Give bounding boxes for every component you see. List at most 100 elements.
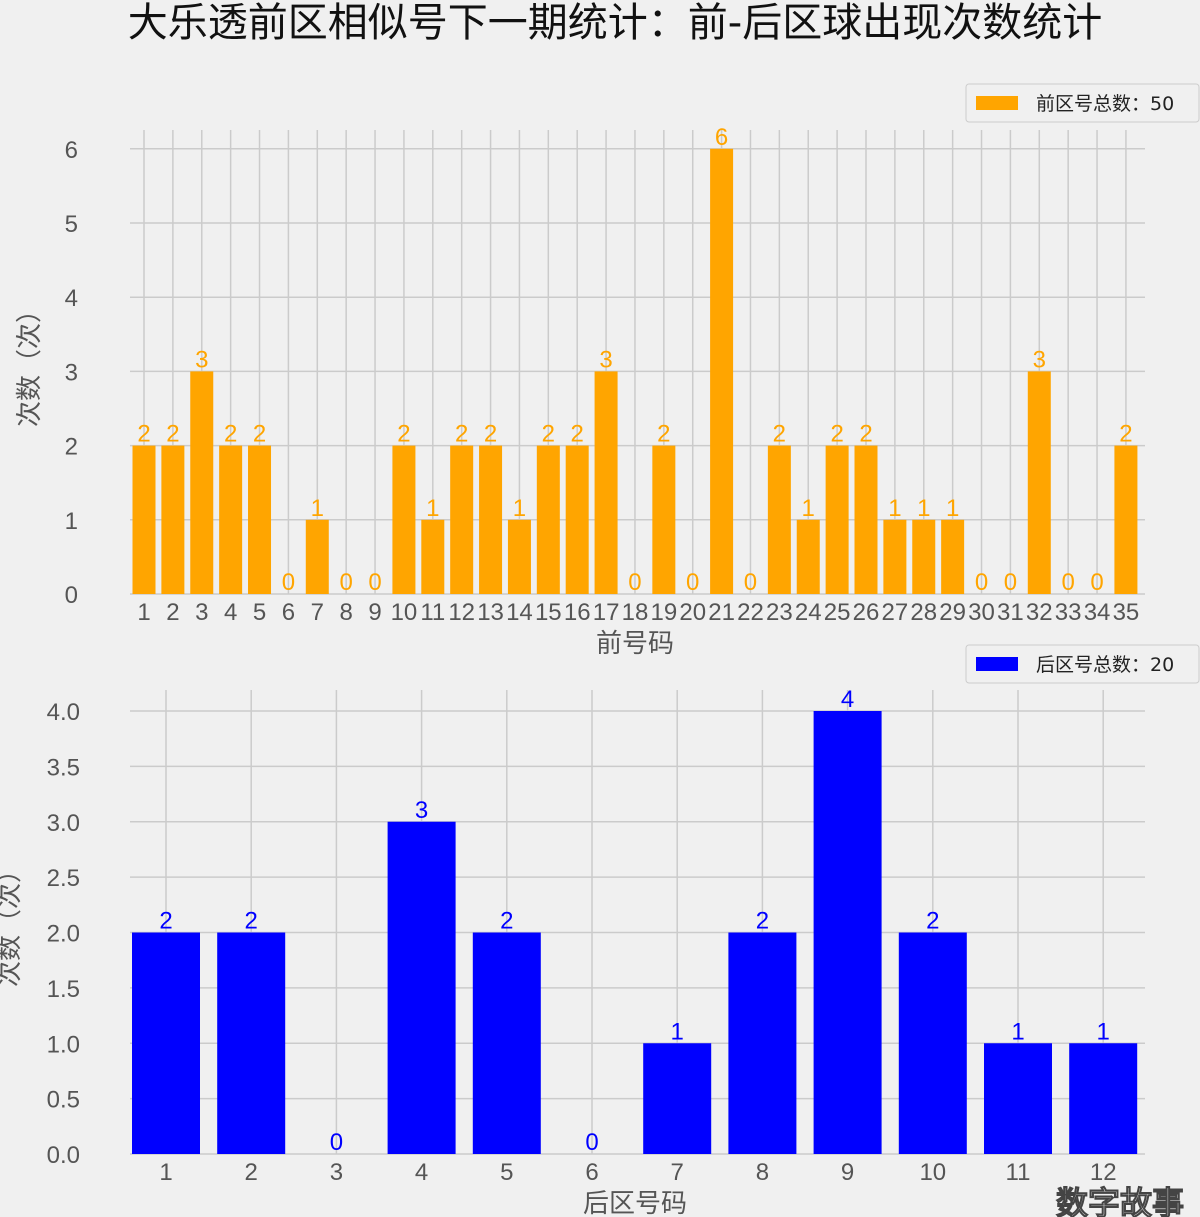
x-tick-label: 5 xyxy=(500,1159,513,1186)
data-label: 1 xyxy=(311,495,324,522)
y-tick-label: 5 xyxy=(65,211,78,238)
x-tick-label: 2 xyxy=(166,599,179,626)
bar xyxy=(728,932,797,1154)
bar xyxy=(984,1043,1052,1154)
data-label: 2 xyxy=(137,421,150,448)
x-tick-label: 5 xyxy=(253,599,266,626)
data-label: 3 xyxy=(415,797,428,824)
data-label: 2 xyxy=(773,421,786,448)
bar xyxy=(796,519,820,594)
y-tick-label: 0 xyxy=(65,582,78,609)
data-label: 1 xyxy=(671,1018,684,1045)
x-tick-label: 29 xyxy=(939,599,966,626)
data-label: 1 xyxy=(917,495,930,522)
bar xyxy=(565,445,589,594)
data-label: 1 xyxy=(946,495,959,522)
data-label: 2 xyxy=(455,421,468,448)
data-label: 0 xyxy=(628,569,641,596)
data-label: 0 xyxy=(368,569,381,596)
bar xyxy=(883,519,907,594)
data-label: 1 xyxy=(888,495,901,522)
y-tick-label: 1 xyxy=(65,508,78,535)
data-label: 0 xyxy=(975,569,988,596)
data-label: 0 xyxy=(1090,569,1103,596)
x-tick-label: 8 xyxy=(756,1159,769,1186)
y-tick-label: 1.0 xyxy=(47,1031,80,1058)
bar xyxy=(825,445,849,594)
bar xyxy=(536,445,560,594)
x-tick-label: 1 xyxy=(159,1159,172,1186)
x-tick-label: 11 xyxy=(420,599,445,626)
y-tick-label: 0.0 xyxy=(47,1142,80,1169)
y-tick-label: 2.0 xyxy=(47,921,80,948)
bar xyxy=(219,445,243,594)
legend: 前区号总数：50 xyxy=(965,83,1200,123)
x-tick-label: 8 xyxy=(339,599,352,626)
watermark: 数字故事 xyxy=(1056,1184,1184,1217)
y-tick-label: 1.5 xyxy=(47,976,80,1003)
data-label: 2 xyxy=(926,908,939,935)
chart-title: 大乐透前区相似号下一期统计：前-后区球出现次数统计 xyxy=(128,0,1102,46)
bar xyxy=(161,445,185,594)
x-tick-label: 16 xyxy=(564,599,591,626)
y-tick-label: 3 xyxy=(65,359,78,386)
x-tick-label: 28 xyxy=(910,599,937,626)
bar xyxy=(854,445,878,594)
x-tick-label: 20 xyxy=(679,599,706,626)
y-axis-label: 次数（次） xyxy=(15,297,45,427)
x-tick-label: 34 xyxy=(1084,599,1111,626)
x-tick-label: 33 xyxy=(1055,599,1082,626)
bar xyxy=(912,519,936,594)
x-tick-label: 6 xyxy=(585,1159,598,1186)
bar xyxy=(767,445,791,594)
data-label: 2 xyxy=(1119,421,1132,448)
x-tick-label: 14 xyxy=(506,599,533,626)
data-label: 0 xyxy=(339,569,352,596)
bar xyxy=(710,148,734,595)
data-label: 2 xyxy=(542,421,555,448)
y-tick-label: 4.0 xyxy=(47,699,80,726)
x-tick-label: 7 xyxy=(671,1159,684,1186)
bar xyxy=(132,932,200,1154)
bar xyxy=(190,371,214,594)
data-label: 0 xyxy=(282,569,295,596)
bar xyxy=(1069,1043,1138,1154)
bar xyxy=(813,711,882,1154)
bar xyxy=(479,445,503,594)
legend-label: 后区号总数：20 xyxy=(1036,654,1174,676)
x-tick-label: 17 xyxy=(593,599,620,626)
data-label: 0 xyxy=(686,569,699,596)
bar xyxy=(305,519,329,594)
x-tick-label: 11 xyxy=(1006,1159,1031,1186)
y-tick-label: 6 xyxy=(65,137,78,164)
x-tick-label: 27 xyxy=(882,599,909,626)
bar xyxy=(898,932,967,1154)
bar xyxy=(217,932,286,1154)
bar xyxy=(1027,371,1051,594)
data-label: 1 xyxy=(1097,1018,1110,1045)
x-tick-label: 19 xyxy=(650,599,677,626)
bar xyxy=(450,445,474,594)
x-tick-label: 31 xyxy=(997,599,1024,626)
data-label: 2 xyxy=(657,421,670,448)
bar xyxy=(1114,445,1138,594)
bar xyxy=(594,371,618,594)
data-label: 0 xyxy=(585,1129,598,1156)
data-label: 2 xyxy=(224,421,237,448)
x-tick-label: 24 xyxy=(795,599,822,626)
x-tick-label: 9 xyxy=(841,1159,854,1186)
y-tick-label: 2 xyxy=(65,434,78,461)
data-label: 1 xyxy=(513,495,526,522)
bar xyxy=(387,821,456,1154)
x-tick-label: 35 xyxy=(1113,599,1140,626)
data-label: 4 xyxy=(841,686,854,713)
data-label: 3 xyxy=(599,346,612,373)
x-tick-label: 25 xyxy=(824,599,851,626)
y-tick-label: 3.5 xyxy=(47,754,80,781)
bar xyxy=(392,445,416,594)
x-tick-label: 12 xyxy=(448,599,475,626)
legend-box xyxy=(965,83,1200,123)
data-label: 2 xyxy=(500,908,513,935)
legend-swatch xyxy=(976,96,1018,110)
